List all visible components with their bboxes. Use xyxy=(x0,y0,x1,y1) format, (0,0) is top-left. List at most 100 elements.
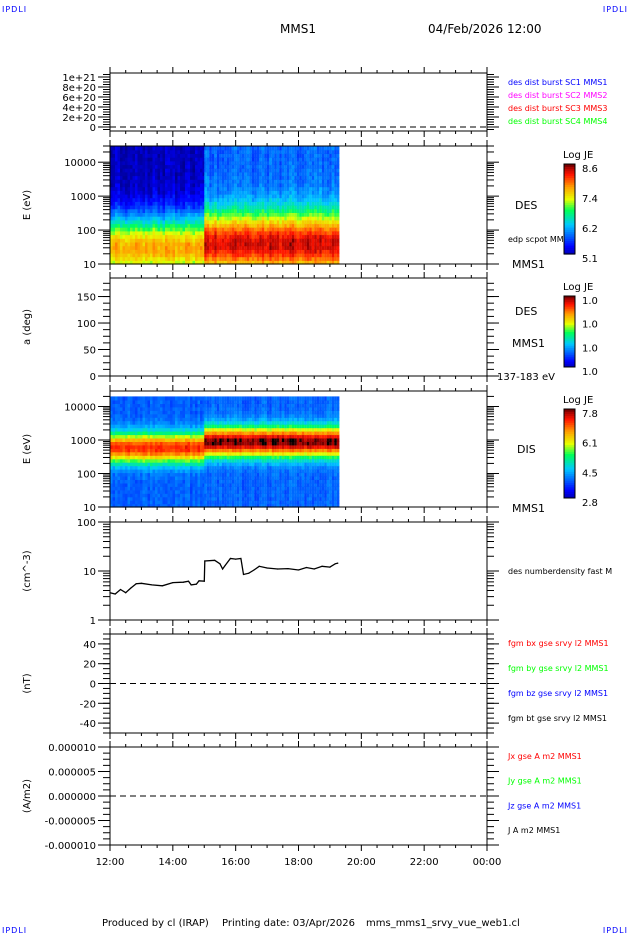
spectrogram-cell xyxy=(185,160,188,166)
spectrogram-cell xyxy=(160,238,163,243)
spectrogram-cell xyxy=(155,157,158,162)
spectrogram-cell xyxy=(261,252,265,258)
spectrogram-cell xyxy=(216,496,220,501)
spectrogram-cell xyxy=(281,249,285,254)
spectrogram-cell xyxy=(117,448,121,453)
spectrogram-cell xyxy=(244,216,247,221)
spectrogram-cell xyxy=(224,249,227,254)
spectrogram-cell xyxy=(125,500,128,505)
spectrogram-cell xyxy=(192,241,196,247)
spectrogram-cell xyxy=(211,212,215,217)
spectrogram-cell xyxy=(195,465,198,470)
spectrogram-cell xyxy=(137,252,141,258)
spectrogram-cell xyxy=(309,186,312,191)
spectrogram-cell xyxy=(180,489,183,494)
spectrogram-cell xyxy=(145,249,148,254)
spectrogram-cell xyxy=(177,475,181,480)
spectrogram-cell xyxy=(299,249,302,254)
spectrogram-cell xyxy=(150,448,153,453)
spectrogram-cell xyxy=(150,223,153,228)
spectrogram-cell xyxy=(137,424,141,429)
spectrogram-cell xyxy=(269,193,272,199)
spectrogram-cell xyxy=(110,469,113,474)
spectrogram-cell xyxy=(221,249,225,254)
spectrogram-cell xyxy=(140,179,143,184)
spectrogram-cell xyxy=(170,190,173,195)
spectrogram-cell xyxy=(192,168,196,173)
spectrogram-cell xyxy=(147,256,151,261)
spectrogram-cell xyxy=(200,216,203,221)
spectrogram-cell xyxy=(137,489,141,494)
spectrogram-cell xyxy=(311,205,315,210)
spectrogram-cell xyxy=(259,234,262,239)
spectrogram-cell xyxy=(142,234,146,239)
spectrogram-cell xyxy=(137,434,141,439)
spectrogram-cell xyxy=(231,157,235,162)
spectrogram-cell xyxy=(167,238,171,243)
spectrogram-cell xyxy=(157,190,161,195)
spectrogram-cell xyxy=(122,249,126,254)
spectrogram-cell xyxy=(276,216,280,221)
spectrogram-cell xyxy=(110,482,113,487)
spectrogram-cell xyxy=(167,186,171,191)
spectrogram-cell xyxy=(264,149,267,154)
spectrogram-cell xyxy=(236,201,240,206)
spectrogram-cell xyxy=(206,424,210,429)
spectrogram-cell xyxy=(117,160,121,166)
spectrogram-cell xyxy=(276,157,280,162)
spectrogram-cell xyxy=(301,190,305,195)
spectrogram-cell xyxy=(162,489,166,494)
spectrogram-cell xyxy=(234,252,237,258)
spectrogram-cell xyxy=(135,403,138,408)
spectrogram-cell xyxy=(195,190,198,195)
spectrogram-cell xyxy=(140,413,143,418)
spectrogram-cell xyxy=(157,168,161,173)
spectrogram-cell xyxy=(231,216,235,221)
spectrogram-cell xyxy=(231,451,235,456)
spectrogram-cell xyxy=(157,260,161,265)
spectrogram-cell xyxy=(234,190,237,195)
spectrogram-cell xyxy=(130,168,133,173)
spectrogram-cell xyxy=(187,482,191,487)
spectrogram-cell xyxy=(324,193,327,199)
spectrogram-cell xyxy=(319,179,322,184)
spectrogram-cell xyxy=(112,503,116,508)
spectrogram-cell xyxy=(127,448,131,453)
spectrogram-cell xyxy=(254,182,257,188)
spectrogram-cell xyxy=(187,455,191,460)
spectrogram-cell xyxy=(177,424,181,429)
spectrogram-cell xyxy=(142,441,146,446)
spectrogram-cell xyxy=(175,403,178,408)
spectrogram-cell xyxy=(254,208,257,213)
spectrogram-cell xyxy=(110,157,113,162)
spectrogram-cell xyxy=(192,441,196,446)
spectrogram-cell xyxy=(249,193,252,199)
spectrogram-cell xyxy=(165,489,168,494)
spectrogram-cell xyxy=(185,410,188,415)
spectrogram-cell xyxy=(266,175,270,180)
spectrogram-cell xyxy=(147,146,151,151)
spectrogram-cell xyxy=(256,190,260,195)
spectrogram-cell xyxy=(137,256,141,261)
spectrogram-cell xyxy=(175,434,178,439)
spectrogram-cell xyxy=(132,482,136,487)
spectrogram-cell xyxy=(304,208,307,213)
spectrogram-cell xyxy=(172,434,176,439)
spectrogram-cell xyxy=(214,179,217,184)
spectrogram-cell xyxy=(209,437,212,442)
spectrogram-cell xyxy=(197,420,201,425)
spectrogram-cell xyxy=(157,406,161,411)
spectrogram-cell xyxy=(229,256,232,261)
spectrogram-cell xyxy=(147,260,151,265)
spectrogram-cell xyxy=(241,168,245,173)
spectrogram-cell xyxy=(321,190,325,195)
spectrogram-cell xyxy=(117,500,121,505)
spectrogram-cell xyxy=(122,417,126,422)
spectrogram-cell xyxy=(112,193,116,199)
spectrogram-cell xyxy=(221,157,225,162)
spectrogram-cell xyxy=(142,444,146,449)
spectrogram-cell xyxy=(251,149,255,154)
spectrogram-cell xyxy=(195,179,198,184)
spectrogram-cell xyxy=(219,479,222,484)
spectrogram-cell xyxy=(197,462,201,467)
